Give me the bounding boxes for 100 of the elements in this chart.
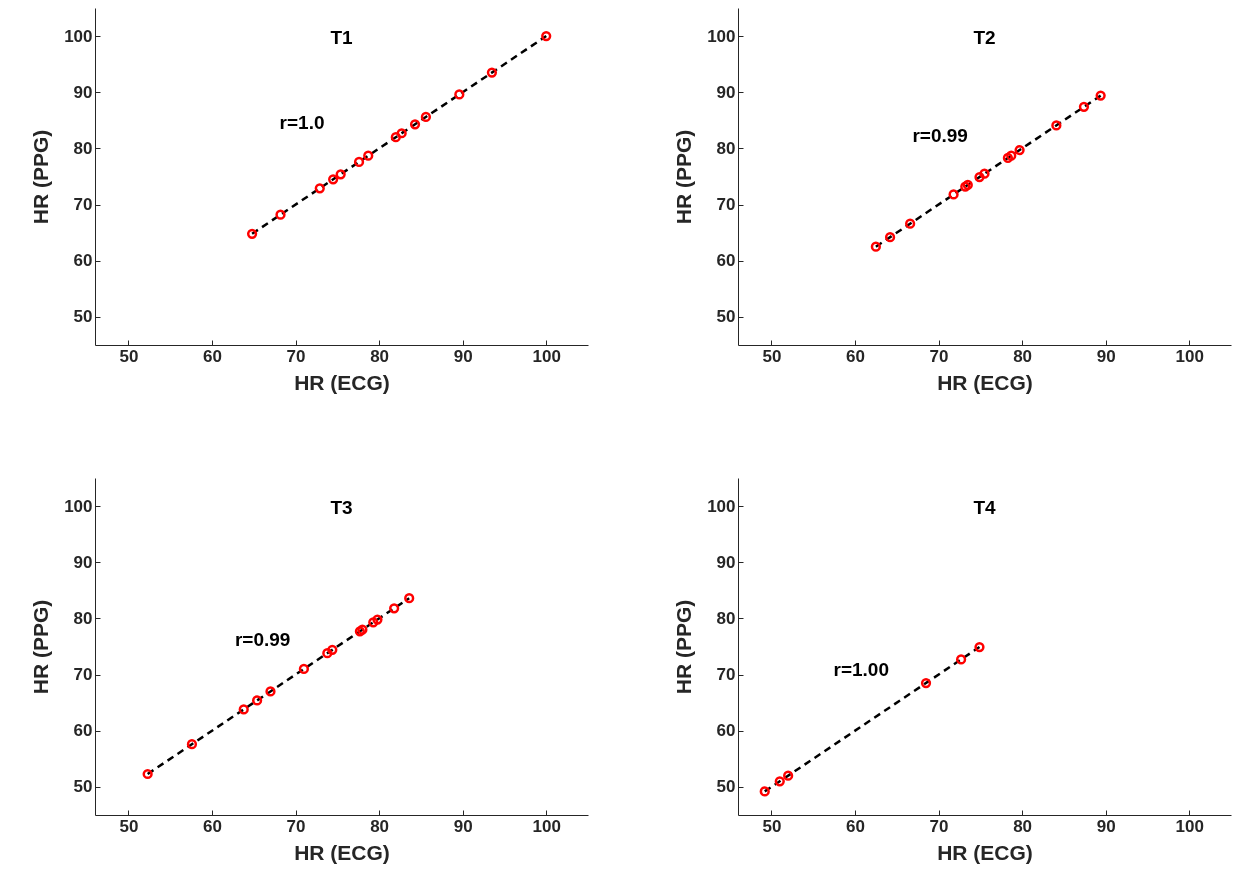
x-tick-label: 80 <box>1013 346 1033 366</box>
point <box>186 739 198 750</box>
point <box>327 644 338 655</box>
x-tick-label: 50 <box>119 346 139 366</box>
text: T2 <box>973 27 996 48</box>
annotation: r=1.0 <box>279 111 325 133</box>
point <box>238 704 249 715</box>
point <box>974 641 985 653</box>
point <box>298 663 310 675</box>
x-tick-label: 100 <box>1175 816 1204 836</box>
point <box>1006 150 1017 161</box>
text: T1 <box>330 27 354 48</box>
point <box>1014 144 1025 156</box>
point <box>396 128 407 139</box>
x-tick-label: 60 <box>846 346 865 366</box>
point <box>979 168 990 179</box>
y-axis-title: HR (PPG) <box>29 599 53 695</box>
y-tick-label: 100 <box>64 496 93 516</box>
x-tick-label: 90 <box>1096 816 1116 836</box>
point <box>948 189 959 200</box>
y-axis-title: HR (PPG) <box>672 129 696 225</box>
x-tick-label: 70 <box>929 346 949 366</box>
y-axis-title: HR (PPG) <box>672 599 696 695</box>
y-tick-label: 80 <box>716 138 736 158</box>
point <box>314 183 325 194</box>
y-axis-title: HR (PPG) <box>29 129 53 225</box>
point <box>905 218 916 229</box>
y-tick-label: 90 <box>73 552 93 572</box>
point <box>783 770 794 781</box>
point <box>870 241 881 252</box>
point <box>955 654 967 665</box>
y-tick-label: 100 <box>707 496 736 516</box>
x-tick-label: 60 <box>203 816 222 836</box>
x-tick-label: 90 <box>453 346 473 366</box>
x-tick-label: 60 <box>846 816 865 836</box>
x-axis-title: HR (ECG) <box>294 840 390 864</box>
x-tick-label: 50 <box>762 816 782 836</box>
point <box>368 617 379 628</box>
y-tick-label: 80 <box>73 138 93 158</box>
point <box>142 768 153 780</box>
y-tick-label: 50 <box>716 307 736 327</box>
x-tick-label: 90 <box>1096 346 1116 366</box>
x-tick-label: 60 <box>203 346 222 366</box>
text: T4 <box>973 497 997 518</box>
y-tick-label: 90 <box>716 552 736 572</box>
point <box>1002 152 1014 164</box>
point <box>759 786 770 797</box>
point <box>390 132 401 143</box>
y-tick-label: 100 <box>707 26 736 46</box>
point <box>246 228 258 239</box>
x-tick-label: 70 <box>929 816 949 836</box>
point <box>409 119 421 130</box>
point <box>420 111 432 123</box>
point <box>275 209 286 220</box>
y-tick-label: 90 <box>73 82 93 102</box>
x-tick-label: 90 <box>453 816 473 836</box>
y-tick-label: 50 <box>716 777 736 797</box>
point <box>251 695 263 706</box>
x-tick-label: 80 <box>370 816 390 836</box>
x-axis-title: HR (ECG) <box>937 370 1033 394</box>
y-tick-label: 90 <box>716 82 736 102</box>
x-tick-label: 100 <box>532 346 561 366</box>
x-tick-label: 70 <box>286 816 306 836</box>
y-tick-label: 50 <box>73 777 93 797</box>
annotation: r=0.99 <box>234 628 291 650</box>
y-tick-label: 70 <box>716 195 736 215</box>
point <box>335 169 346 180</box>
point <box>974 171 985 183</box>
point <box>454 89 465 100</box>
x-tick-label: 50 <box>119 816 139 836</box>
point <box>541 30 552 42</box>
point <box>774 776 785 787</box>
y-tick-label: 80 <box>73 608 93 628</box>
y-tick-label: 60 <box>716 721 736 741</box>
point <box>328 174 339 185</box>
point <box>1078 101 1090 112</box>
x-tick-label: 100 <box>532 816 561 836</box>
y-tick-label: 50 <box>73 307 93 327</box>
annotation: r=1.00 <box>833 659 889 681</box>
point <box>486 67 498 78</box>
point <box>1051 120 1062 131</box>
y-tick-label: 80 <box>716 608 736 628</box>
point <box>389 603 400 614</box>
y-tick-label: 60 <box>716 251 736 271</box>
annotation: r=0.99 <box>912 125 968 147</box>
point <box>265 686 276 697</box>
x-tick-label: 80 <box>1013 816 1033 836</box>
point <box>404 593 415 604</box>
point <box>1095 90 1106 101</box>
point <box>884 232 896 243</box>
y-tick-label: 60 <box>73 721 93 741</box>
point <box>372 614 383 625</box>
y-tick-label: 100 <box>64 26 93 46</box>
point <box>322 648 333 659</box>
x-axis-title: HR (ECG) <box>294 370 390 394</box>
x-axis-title: HR (ECG) <box>937 840 1033 864</box>
y-tick-label: 70 <box>73 195 93 215</box>
x-tick-label: 50 <box>762 346 782 366</box>
point <box>920 677 932 689</box>
y-tick-label: 70 <box>73 665 93 685</box>
